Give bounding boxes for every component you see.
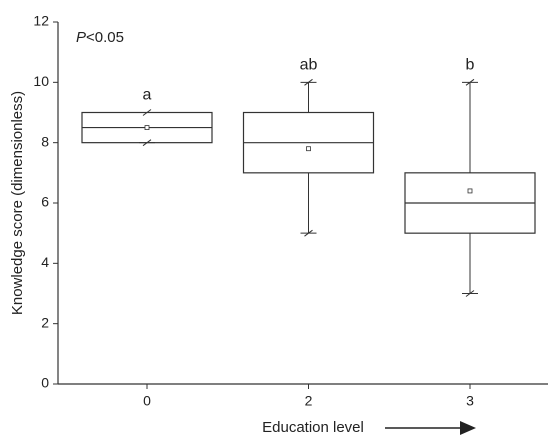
mean <box>467 188 473 194</box>
y-tick-label: 2 <box>41 314 49 330</box>
p-text: <0.05 <box>86 29 124 46</box>
p-value: P<0.05 <box>76 29 124 46</box>
group-label: b <box>466 57 475 74</box>
x-axis-label: Education level <box>262 419 364 436</box>
group-label: a <box>143 87 152 104</box>
whisker-cap <box>300 78 317 86</box>
y-axis-label: Knowledge score (dimensionless) <box>9 91 26 315</box>
y-tick-label: 6 <box>41 194 49 210</box>
x-tick-label: 2 <box>305 393 313 409</box>
y-tick-label: 8 <box>41 133 49 149</box>
p-symbol: P <box>76 29 86 46</box>
y-tick-label: 10 <box>33 73 49 89</box>
whisker-cap <box>300 229 317 237</box>
whisker-cap <box>462 290 478 297</box>
y-tick-label: 4 <box>41 254 49 270</box>
group-label: ab <box>300 57 318 74</box>
x-tick-label: 0 <box>143 393 151 409</box>
whisker-cap <box>462 78 478 86</box>
y-tick-label: 0 <box>41 375 49 391</box>
arrow-head <box>460 421 476 435</box>
mean <box>144 125 150 130</box>
x-tick-label: 3 <box>466 393 474 409</box>
y-tick-label: 12 <box>33 13 49 29</box>
mean <box>306 146 311 152</box>
